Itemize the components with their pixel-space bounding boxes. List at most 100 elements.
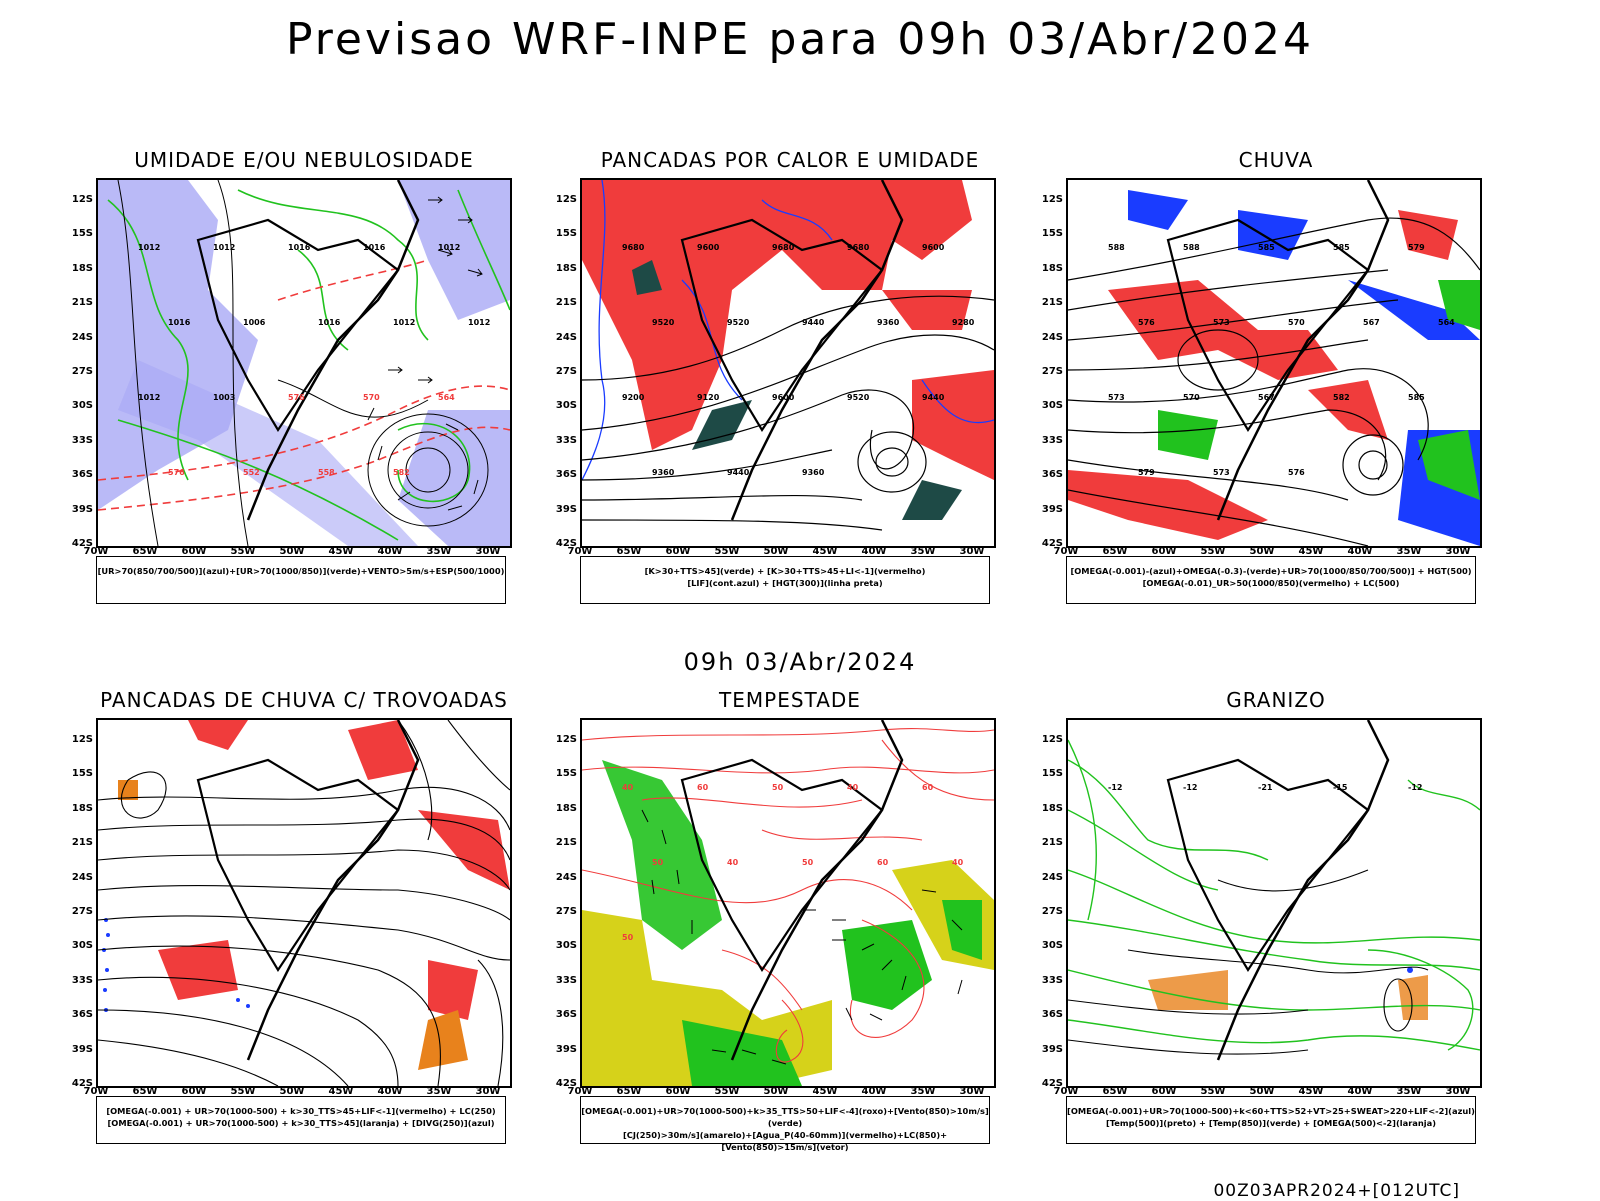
lat-tick-label: 24S [71, 871, 93, 883]
lon-tick-label: 65W [132, 546, 158, 557]
legend-line: [OMEGA(-0.001)+UR>70(1000-500)+k>35_TTS>… [581, 1106, 989, 1128]
lon-tick-label: 60W [665, 1086, 691, 1097]
contour-value-label: 1016 [288, 243, 311, 252]
lon-tick-label: 65W [132, 1086, 158, 1097]
contour-value-label: 40 [847, 783, 859, 792]
contour-value-label: 1016 [168, 318, 191, 327]
panel-title: UMIDADE E/OU NEBULOSIDADE [134, 148, 474, 172]
lat-tick-label: 18S [71, 802, 93, 814]
lon-tick-label: 60W [665, 546, 691, 557]
contour-value-label: 1012 [138, 393, 160, 402]
lat-tick-label: 27S [555, 906, 577, 917]
lon-tick-label: 40W [861, 546, 887, 557]
lat-tick-label: 27S [555, 366, 577, 377]
map-area[interactable] [96, 718, 512, 1088]
lon-tick-label: 35W [426, 546, 452, 557]
map-area[interactable]: 40 60 50 40 60 50 40 50 60 40 50 [580, 718, 996, 1088]
lon-tick-label: 55W [1200, 1086, 1226, 1097]
lat-tick-label: 39S [71, 503, 93, 515]
lat-tick-label: 18S [71, 262, 93, 274]
legend-box: [OMEGA(-0.001)-(azul)+OMEGA(-0.3)-(verde… [1066, 556, 1476, 604]
map-umidade-svg: 1012 1012 1016 1016 1012 1016 1006 1016 1012 1012… [98, 180, 510, 546]
lat-tick-label: 30S [71, 940, 93, 952]
lat-tick-label: 39S [555, 503, 577, 515]
lat-tick-label: 33S [555, 974, 577, 986]
contour-value-label: 576 [1138, 318, 1155, 327]
contour-value-label: 564 [438, 393, 455, 402]
lat-tick-label: 27S [71, 906, 93, 917]
contour-value-label: 576 [1288, 468, 1305, 477]
map-area[interactable]: -12 -12 -21 -15 -12 [1066, 718, 1482, 1088]
lat-tick-label: 36S [71, 1009, 93, 1021]
contour-value-label: 570 [1288, 318, 1305, 327]
contour-value-label: 570 [363, 393, 380, 402]
contour-value-label: -12 [1108, 783, 1122, 792]
lat-tick-label: 36S [1041, 469, 1063, 481]
contour-value-label: 573 [1213, 468, 1230, 477]
contour-value-label: 1016 [363, 243, 386, 252]
legend-line: [LIF](cont.azul) + [HGT(300)](linha pret… [687, 578, 883, 588]
lat-tick-label: 36S [555, 469, 577, 481]
panel-umidade: UMIDADE E/OU NEBULOSIDADE [64, 148, 544, 648]
run-code-label: 00Z03APR2024+[012UTC] [1213, 1181, 1460, 1201]
contour-value-label: 552 [243, 468, 260, 477]
lon-tick-label: 60W [1151, 546, 1177, 557]
contour-value-label: 573 [1213, 318, 1230, 327]
lat-tick-label: 18S [1041, 262, 1063, 274]
contour-value-label: 585 [1408, 393, 1425, 402]
lon-tick-label: 70W [567, 1086, 593, 1097]
lon-tick-label: 45W [812, 1086, 838, 1097]
map-area[interactable]: 1012 1012 1016 1016 1012 1016 1006 1016 1012 1012… [96, 178, 512, 548]
lat-tick-label: 24S [555, 331, 577, 343]
lat-tick-label: 12S [1041, 194, 1063, 205]
lon-tick-label: 50W [763, 546, 789, 557]
contour-value-label: 558 [318, 468, 335, 477]
lon-tick-label: 30W [1445, 546, 1471, 557]
contour-value-label: -15 [1333, 783, 1348, 792]
lat-tick-label: 21S [555, 837, 577, 849]
lon-tick-label: 35W [426, 1086, 452, 1097]
lat-tick-label: 15S [555, 768, 577, 780]
lat-tick-label: 30S [71, 400, 93, 412]
contour-value-label: 9120 [697, 393, 720, 402]
lat-tick-label: 33S [71, 974, 93, 986]
contour-value-label: 9680 [772, 243, 795, 252]
lat-tick-label: 42S [555, 1078, 577, 1089]
contour-value-label: 50 [622, 933, 634, 942]
lat-tick-label: 42S [71, 1078, 93, 1089]
contour-value-label: 9360 [652, 468, 675, 477]
contour-value-label: 564 [1438, 318, 1455, 327]
panel-title: CHUVA [1238, 148, 1314, 172]
contour-value-label: 1012 [468, 318, 490, 327]
contour-value-label: 576 [288, 393, 305, 402]
lon-tick-label: 70W [1053, 1086, 1079, 1097]
lat-tick-label: 15S [71, 768, 93, 780]
contour-value-label: 50 [802, 858, 814, 867]
lat-tick-label: 12S [71, 734, 93, 745]
lat-tick-label: 27S [1041, 366, 1063, 377]
lon-tick-label: 45W [328, 546, 354, 557]
lat-tick-label: 42S [71, 538, 93, 549]
map-area[interactable]: 9680 9600 9680 9680 9600 9520 9520 9440 9360 9280… [580, 178, 996, 548]
contour-value-label: 573 [1108, 393, 1125, 402]
contour-value-label: 40 [952, 858, 964, 867]
lon-tick-label: 35W [1396, 1086, 1422, 1097]
lat-tick-label: 27S [1041, 906, 1063, 917]
lon-tick-label: 55W [230, 1086, 256, 1097]
lon-tick-label: 55W [714, 1086, 740, 1097]
lat-tick-label: 36S [555, 1009, 577, 1021]
lon-tick-label: 35W [910, 546, 936, 557]
lon-tick-label: 45W [812, 546, 838, 557]
panel-title: TEMPESTADE [719, 688, 861, 712]
panel-chuva: CHUVA [1036, 148, 1516, 648]
contour-value-label: 50 [772, 783, 784, 792]
legend-line: [OMEGA(-0.001)-(azul)+OMEGA(-0.3)-(verde… [1070, 566, 1472, 576]
contour-value-label: 9360 [802, 468, 825, 477]
map-area[interactable]: 588 588 585 585 579 576 573 570 567 564 573 570 567 5… [1066, 178, 1482, 548]
lon-tick-label: 50W [763, 1086, 789, 1097]
contour-value-label: 1012 [438, 243, 460, 252]
contour-value-label: 9440 [727, 468, 750, 477]
lat-tick-label: 24S [1041, 331, 1063, 343]
contour-value-label: 9520 [847, 393, 870, 402]
lat-tick-label: 42S [1041, 538, 1063, 549]
